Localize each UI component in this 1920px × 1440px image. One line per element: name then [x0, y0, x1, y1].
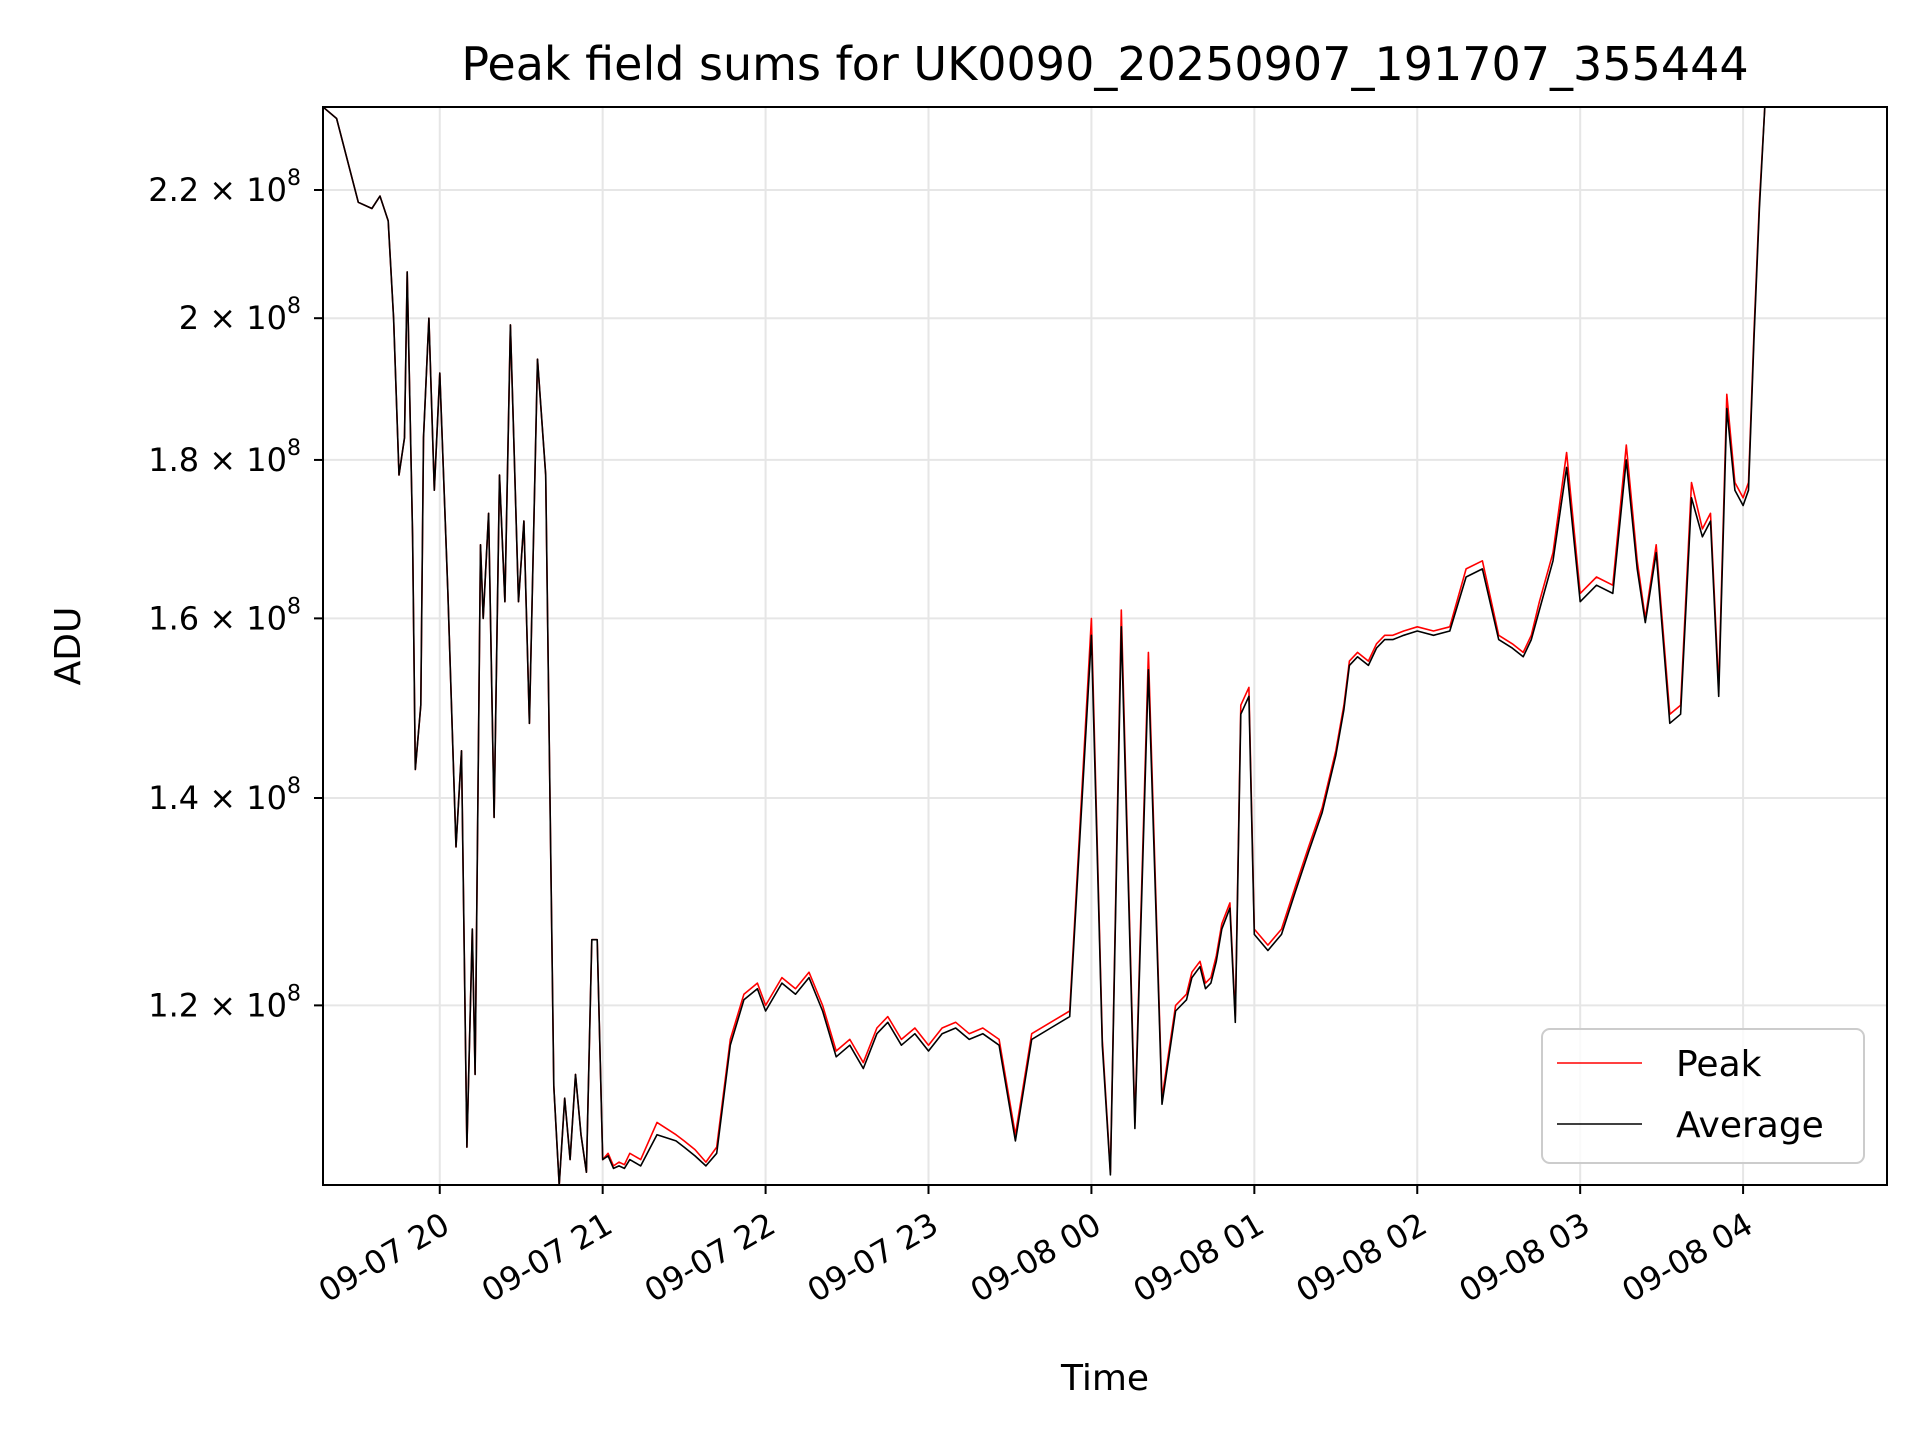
x-axis-label: Time — [1060, 1358, 1149, 1399]
y-axis-label: ADU — [48, 607, 89, 686]
y-tick-label: 2.2 × 108 — [148, 166, 301, 209]
plot-frame — [322, 106, 1888, 1186]
series-layer — [323, 107, 1771, 1185]
legend-label-peak: Peak — [1676, 1044, 1762, 1085]
chart-title: Peak field sums for UK0090_20250907_1917… — [461, 37, 1748, 91]
y-tick-label: 1.6 × 108 — [148, 594, 301, 637]
legend: Peak Average — [1541, 1028, 1865, 1164]
y-tick-label: 1.2 × 108 — [148, 981, 301, 1024]
y-tick-label: 2 × 108 — [179, 294, 301, 337]
y-tick-label: 1.4 × 108 — [148, 774, 301, 817]
y-tick-label: 1.8 × 108 — [148, 436, 301, 479]
legend-label-average: Average — [1676, 1105, 1824, 1146]
series-line-average — [323, 107, 1771, 1185]
